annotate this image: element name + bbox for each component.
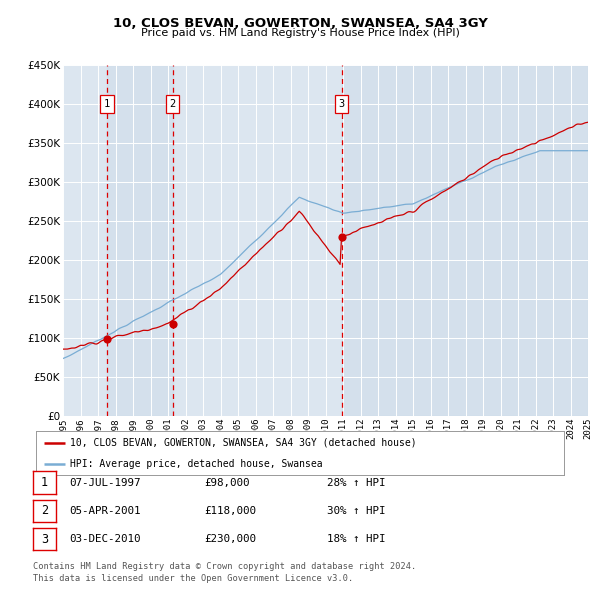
Text: Price paid vs. HM Land Registry's House Price Index (HPI): Price paid vs. HM Land Registry's House … bbox=[140, 28, 460, 38]
Text: 3: 3 bbox=[338, 99, 345, 109]
Text: 2: 2 bbox=[41, 504, 48, 517]
Text: £118,000: £118,000 bbox=[204, 506, 256, 516]
Text: 03-DEC-2010: 03-DEC-2010 bbox=[69, 535, 140, 544]
Text: 1: 1 bbox=[41, 476, 48, 489]
Text: £98,000: £98,000 bbox=[204, 478, 250, 487]
Bar bbox=[341, 65, 588, 416]
Text: Contains HM Land Registry data © Crown copyright and database right 2024.
This d: Contains HM Land Registry data © Crown c… bbox=[33, 562, 416, 583]
Text: £230,000: £230,000 bbox=[204, 535, 256, 544]
Text: 18% ↑ HPI: 18% ↑ HPI bbox=[327, 535, 386, 544]
Text: HPI: Average price, detached house, Swansea: HPI: Average price, detached house, Swan… bbox=[70, 459, 323, 469]
Point bbox=[168, 319, 178, 329]
Text: 1: 1 bbox=[104, 99, 110, 109]
Bar bbox=[107, 65, 173, 416]
Text: 10, CLOS BEVAN, GOWERTON, SWANSEA, SA4 3GY: 10, CLOS BEVAN, GOWERTON, SWANSEA, SA4 3… bbox=[113, 17, 487, 30]
Point bbox=[337, 232, 346, 241]
Text: 2: 2 bbox=[169, 99, 176, 109]
Text: 05-APR-2001: 05-APR-2001 bbox=[69, 506, 140, 516]
Text: 30% ↑ HPI: 30% ↑ HPI bbox=[327, 506, 386, 516]
Text: 3: 3 bbox=[41, 533, 48, 546]
Text: 28% ↑ HPI: 28% ↑ HPI bbox=[327, 478, 386, 487]
Text: 10, CLOS BEVAN, GOWERTON, SWANSEA, SA4 3GY (detached house): 10, CLOS BEVAN, GOWERTON, SWANSEA, SA4 3… bbox=[70, 438, 417, 448]
Text: 07-JUL-1997: 07-JUL-1997 bbox=[69, 478, 140, 487]
Point bbox=[102, 335, 112, 344]
